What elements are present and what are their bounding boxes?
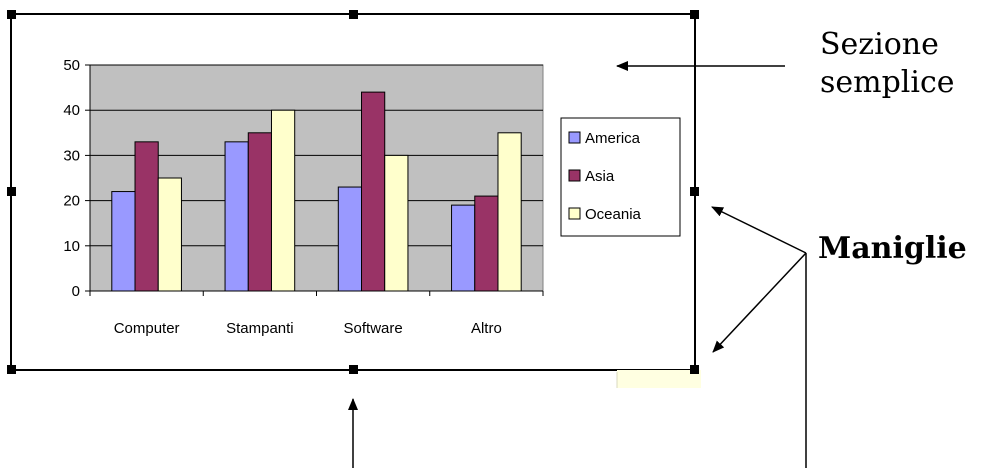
legend-box bbox=[560, 117, 681, 237]
selection-handle-middle-right[interactable] bbox=[690, 187, 699, 196]
callout-section-line2: semplice bbox=[820, 65, 955, 100]
bar-america-computer bbox=[111, 191, 136, 292]
bar-asia-stampanti bbox=[247, 132, 272, 292]
bar-america-stampanti bbox=[224, 141, 249, 292]
selection-handle-top-center[interactable] bbox=[349, 10, 358, 19]
legend-items: America Asia Oceania bbox=[568, 130, 642, 223]
bar-asia-altro bbox=[474, 195, 499, 292]
selection-handle-bottom-left[interactable] bbox=[7, 365, 16, 374]
bar-america-altro bbox=[451, 204, 476, 292]
y-tick-label: 20 bbox=[63, 193, 80, 210]
bar-oceania-computer bbox=[157, 177, 182, 292]
selection-handle-bottom-center[interactable] bbox=[349, 365, 358, 374]
x-tick-label: Altro bbox=[471, 320, 502, 337]
x-tick-label: Software bbox=[344, 320, 403, 337]
callout-section-line1: Sezione bbox=[820, 27, 939, 62]
y-tick-label: 10 bbox=[63, 238, 80, 255]
y-tick-label: 40 bbox=[63, 102, 80, 119]
tooltip-fragment bbox=[617, 370, 701, 388]
selection-handle-bottom-right[interactable] bbox=[690, 365, 699, 374]
legend-swatch-oceania bbox=[568, 207, 581, 220]
y-tick-label: 30 bbox=[63, 147, 80, 164]
bar-oceania-altro bbox=[497, 132, 522, 292]
bar-asia-computer bbox=[134, 141, 159, 292]
x-tick-label: Stampanti bbox=[226, 320, 294, 337]
legend-swatch-america bbox=[568, 131, 581, 144]
legend-label-america: America bbox=[585, 130, 641, 147]
selection-handle-top-right[interactable] bbox=[690, 10, 699, 19]
y-tick-label: 50 bbox=[63, 57, 80, 74]
legend-label-asia: Asia bbox=[585, 168, 615, 185]
arrow-to-corner-handle bbox=[712, 252, 807, 353]
axes bbox=[85, 64, 544, 296]
bar-america-software bbox=[337, 186, 363, 292]
bar-oceania-software bbox=[384, 154, 409, 292]
legend-swatch-asia bbox=[568, 169, 581, 182]
y-tick-label: 0 bbox=[72, 283, 80, 300]
bar-oceania-stampanti bbox=[270, 109, 296, 292]
selection-handle-middle-left[interactable] bbox=[7, 187, 16, 196]
y-tick-labels: 0 10 20 30 40 50 bbox=[63, 57, 80, 300]
bar-asia-software bbox=[361, 91, 386, 292]
legend-label-oceania: Oceania bbox=[585, 206, 642, 223]
x-tick-label: Computer bbox=[114, 320, 180, 337]
x-tick-labels: Computer Stampanti Software Altro bbox=[114, 320, 502, 337]
bars bbox=[111, 91, 522, 292]
arrow-to-right-handle bbox=[711, 206, 807, 254]
callout-handles: Maniglie bbox=[818, 231, 967, 266]
selection-handle-top-left[interactable] bbox=[7, 10, 16, 19]
